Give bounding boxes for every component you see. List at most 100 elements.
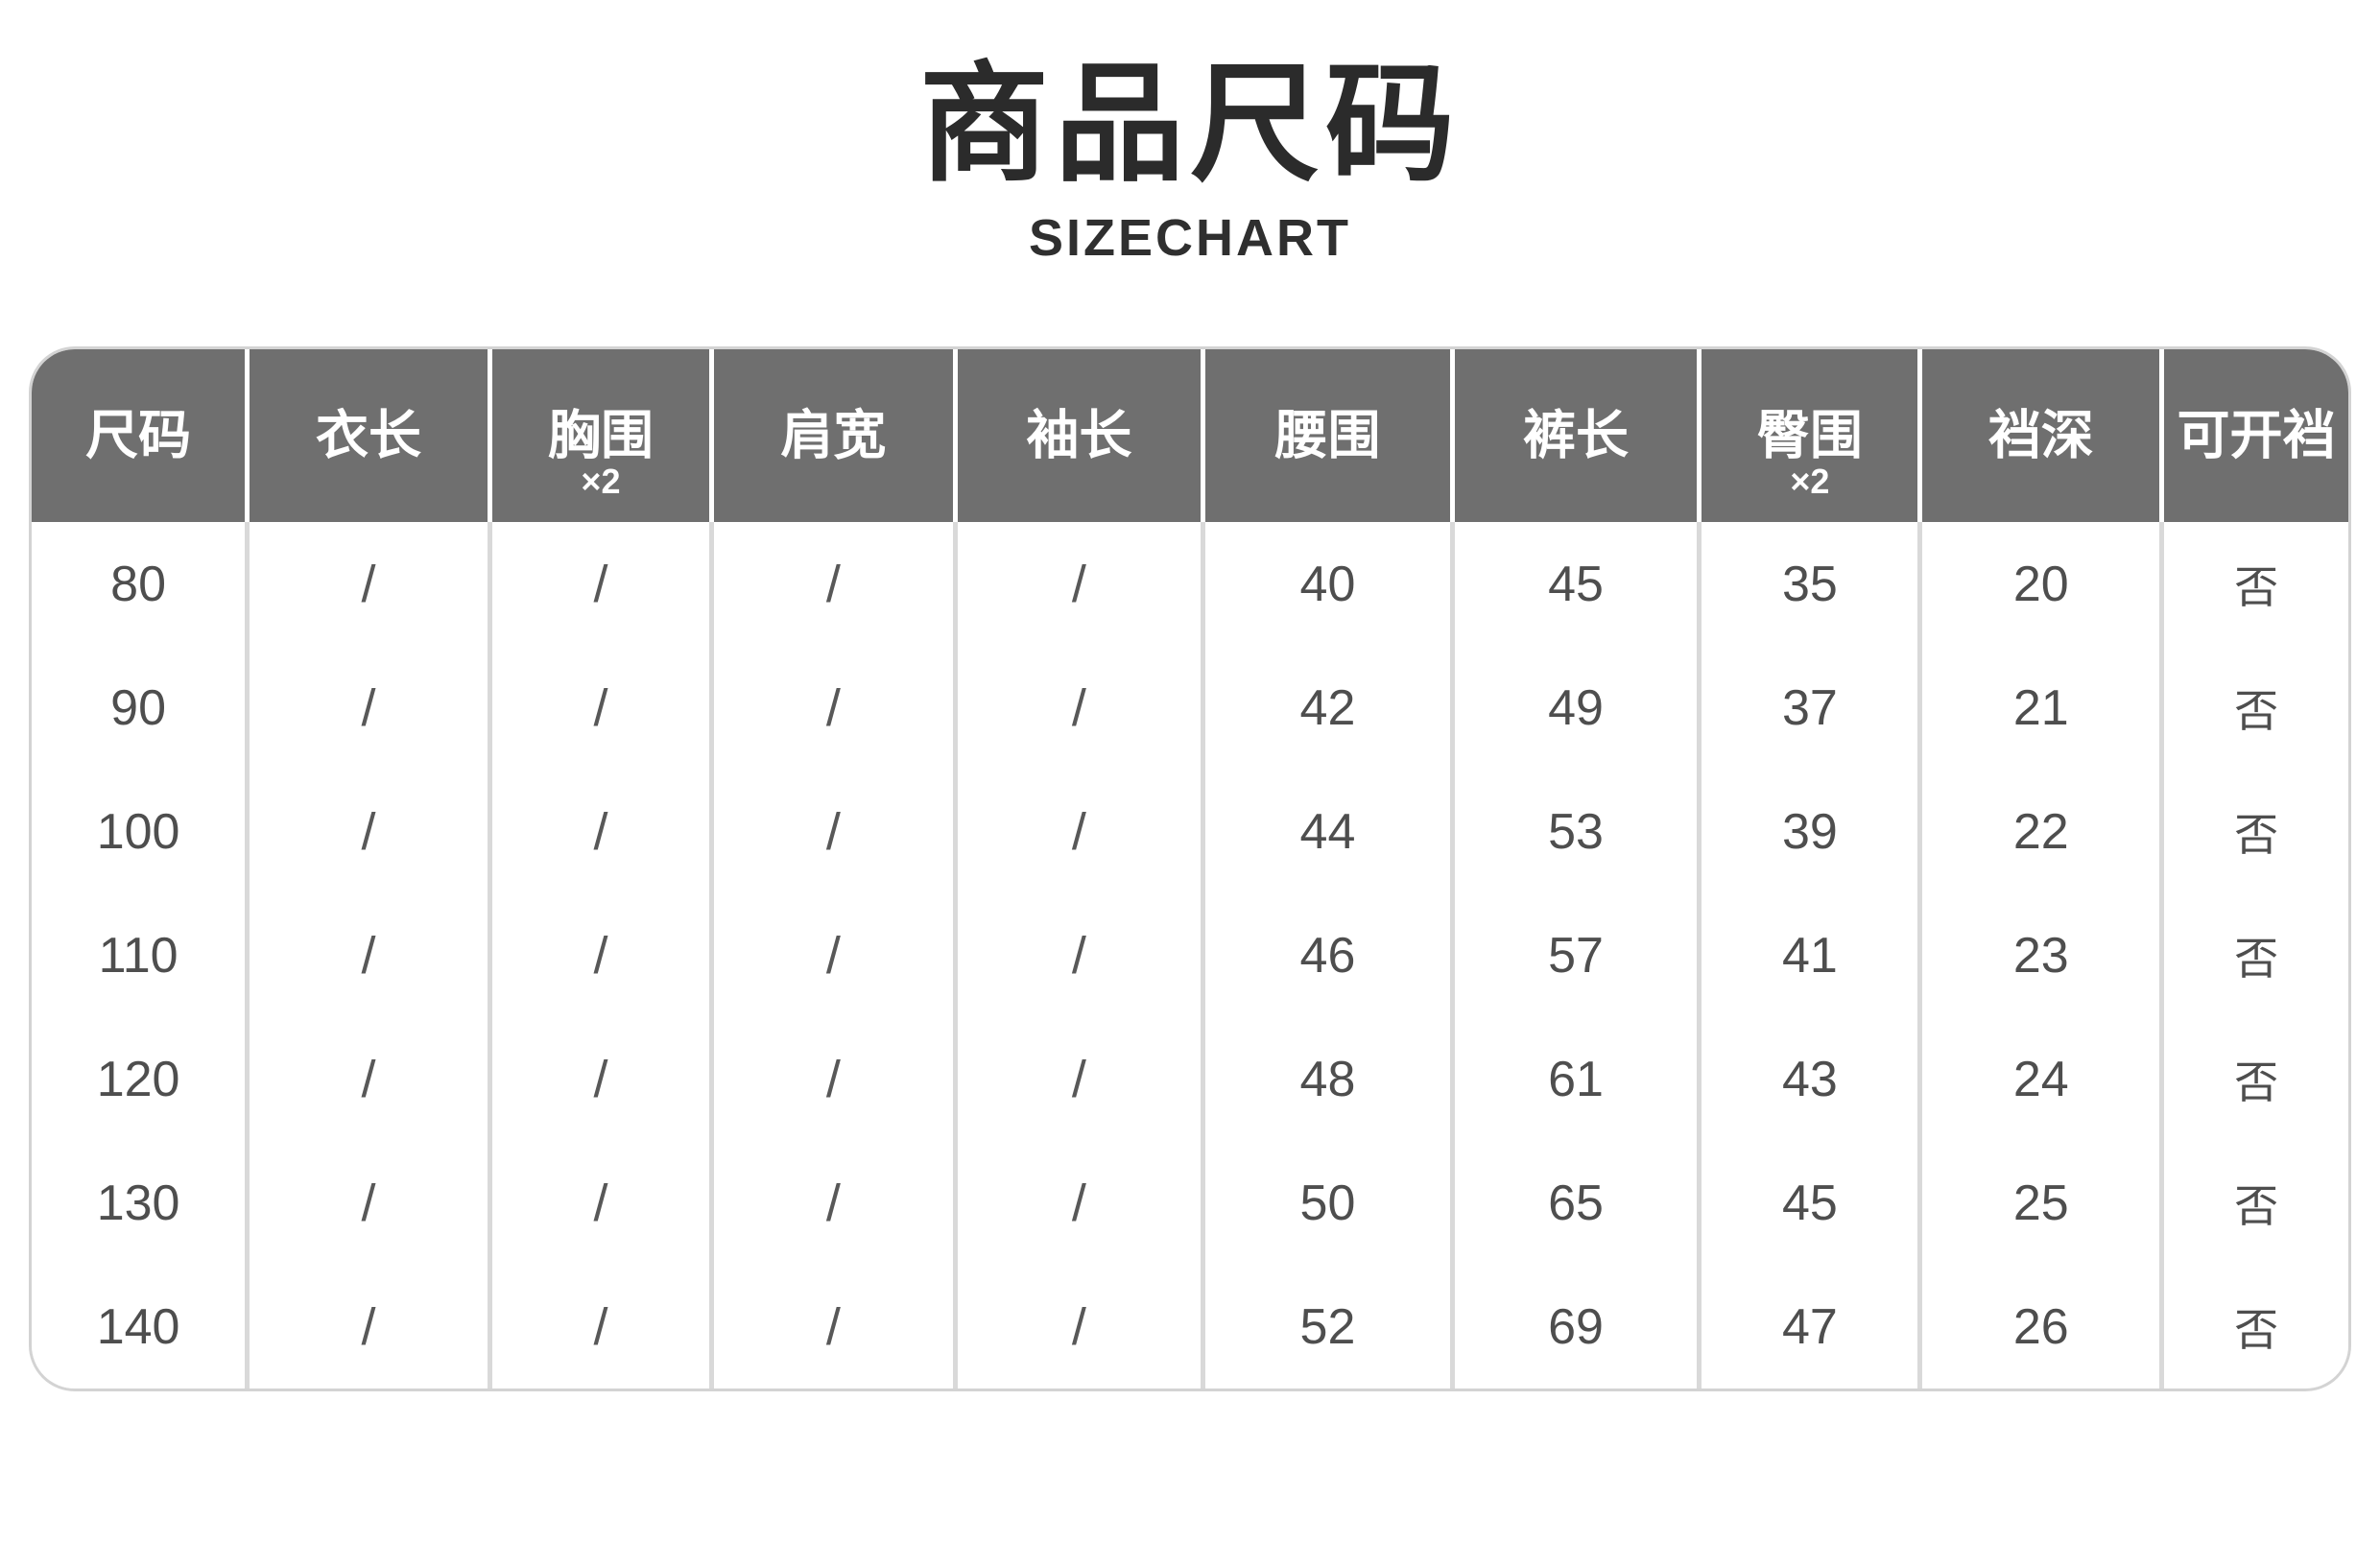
table-cell: 61 <box>1454 1017 1698 1142</box>
table-cell: 23 <box>1922 893 2160 1018</box>
table-cell: / <box>250 646 488 771</box>
table-cell: / <box>714 1265 953 1389</box>
header-cell: 腰围 <box>1205 349 1450 523</box>
table-cell: 47 <box>1702 1265 1918 1389</box>
header-label: 腰围 <box>1274 405 1381 465</box>
table-cell: 43 <box>1702 1017 1918 1142</box>
header-label: 裆深 <box>1987 405 2094 465</box>
table-cell: / <box>491 770 710 894</box>
table-cell: 69 <box>1454 1265 1698 1389</box>
table-cell: 45 <box>1454 522 1698 647</box>
table-cell: 22 <box>1922 770 2160 894</box>
table-cell: / <box>250 893 488 1018</box>
table-cell: 48 <box>1205 1017 1450 1142</box>
header-cell: 胸围 ×2 <box>491 349 710 523</box>
table-cell: / <box>957 522 1202 647</box>
size-table-body: 80// //40 45 35 20 否 90// //42 49 37 21 否 100// //44 5… <box>32 522 2348 1389</box>
table-row: 120// //48 61 43 24 否 <box>32 1017 2348 1142</box>
table-cell: / <box>957 646 1202 771</box>
table-cell: / <box>250 1141 488 1266</box>
table-cell: 50 <box>1205 1141 1450 1266</box>
header-sub-label: ×2 <box>1790 462 1830 502</box>
table-row: 130// //50 65 45 25 否 <box>32 1141 2348 1266</box>
table-cell: 否 <box>2164 893 2348 1018</box>
table-cell: / <box>250 1265 488 1389</box>
table-cell: / <box>491 522 710 647</box>
table-cell: / <box>491 1017 710 1142</box>
table-cell: / <box>714 646 953 771</box>
table-cell: 21 <box>1922 646 2160 771</box>
table-cell: 42 <box>1205 646 1450 771</box>
table-cell: 46 <box>1205 893 1450 1018</box>
header-label: 尺码 <box>85 405 192 465</box>
header-cell: 衣长 <box>250 349 488 523</box>
table-row: 100// //44 53 39 22 否 <box>32 770 2348 894</box>
header-sub-label: ×2 <box>581 462 621 502</box>
table-cell: 否 <box>2164 522 2348 647</box>
table-cell: 120 <box>32 1017 246 1142</box>
table-cell: 35 <box>1702 522 1918 647</box>
header-cell: 可开裆 <box>2164 349 2348 523</box>
header-label: 胸围 <box>547 405 654 465</box>
table-cell: 52 <box>1205 1265 1450 1389</box>
page-subtitle: SIZECHART <box>1029 209 1351 268</box>
table-row: 110// //46 57 41 23 否 <box>32 893 2348 1018</box>
table-cell: / <box>714 893 953 1018</box>
table-cell: / <box>250 522 488 647</box>
table-cell: 25 <box>1922 1141 2160 1266</box>
table-cell: 49 <box>1454 646 1698 771</box>
table-cell: 41 <box>1702 893 1918 1018</box>
header-label: 肩宽 <box>780 405 887 465</box>
table-cell: 24 <box>1922 1017 2160 1142</box>
table-row: 90// //42 49 37 21 否 <box>32 646 2348 771</box>
table-cell: 否 <box>2164 1265 2348 1389</box>
table-cell: 57 <box>1454 893 1698 1018</box>
table-row: 140// //52 69 47 26 否 <box>32 1265 2348 1389</box>
table-cell: / <box>714 770 953 894</box>
header-cell: 尺码 <box>32 349 246 523</box>
table-cell: 否 <box>2164 646 2348 771</box>
table-cell: 20 <box>1922 522 2160 647</box>
table-cell: 45 <box>1702 1141 1918 1266</box>
table-cell: / <box>250 770 488 894</box>
table-cell: 26 <box>1922 1265 2160 1389</box>
page-title: 商品尺码 <box>919 52 1461 197</box>
table-cell: / <box>957 1265 1202 1389</box>
size-chart-table: 尺码 衣长 胸围 ×2 肩宽 袖长 腰围 裤长 臀围 ×2 裆深 可开裆 80// //40 45 35 20… <box>29 346 2351 1392</box>
header-cell: 裤长 <box>1454 349 1698 523</box>
header-label: 衣长 <box>316 405 422 465</box>
header-label: 裤长 <box>1522 405 1629 465</box>
header-label: 袖长 <box>1026 405 1132 465</box>
table-cell: 40 <box>1205 522 1450 647</box>
table-cell: / <box>491 893 710 1018</box>
table-cell: / <box>714 1017 953 1142</box>
table-cell: 44 <box>1205 770 1450 894</box>
table-cell: / <box>957 1141 1202 1266</box>
table-cell: 130 <box>32 1141 246 1266</box>
table-cell: 90 <box>32 646 246 771</box>
table-cell: / <box>250 1017 488 1142</box>
table-cell: 否 <box>2164 770 2348 894</box>
header-label: 臀围 <box>1756 405 1863 465</box>
table-cell: 110 <box>32 893 246 1018</box>
table-cell: 37 <box>1702 646 1918 771</box>
table-cell: 否 <box>2164 1017 2348 1142</box>
table-cell: / <box>714 1141 953 1266</box>
table-cell: 39 <box>1702 770 1918 894</box>
page-header: 商品尺码 SIZECHART <box>0 0 2380 264</box>
size-table-header-row: 尺码 衣长 胸围 ×2 肩宽 袖长 腰围 裤长 臀围 ×2 裆深 可开裆 <box>32 349 2348 523</box>
table-cell: 100 <box>32 770 246 894</box>
header-cell: 臀围 ×2 <box>1702 349 1918 523</box>
table-cell: / <box>957 1017 1202 1142</box>
table-cell: 否 <box>2164 1141 2348 1266</box>
table-cell: 53 <box>1454 770 1698 894</box>
table-cell: / <box>491 646 710 771</box>
table-cell: / <box>491 1141 710 1266</box>
header-cell: 裆深 <box>1922 349 2160 523</box>
table-row: 80// //40 45 35 20 否 <box>32 522 2348 647</box>
table-cell: 65 <box>1454 1141 1698 1266</box>
header-cell: 肩宽 <box>714 349 953 523</box>
table-cell: / <box>957 770 1202 894</box>
table-cell: 80 <box>32 522 246 647</box>
table-cell: / <box>491 1265 710 1389</box>
